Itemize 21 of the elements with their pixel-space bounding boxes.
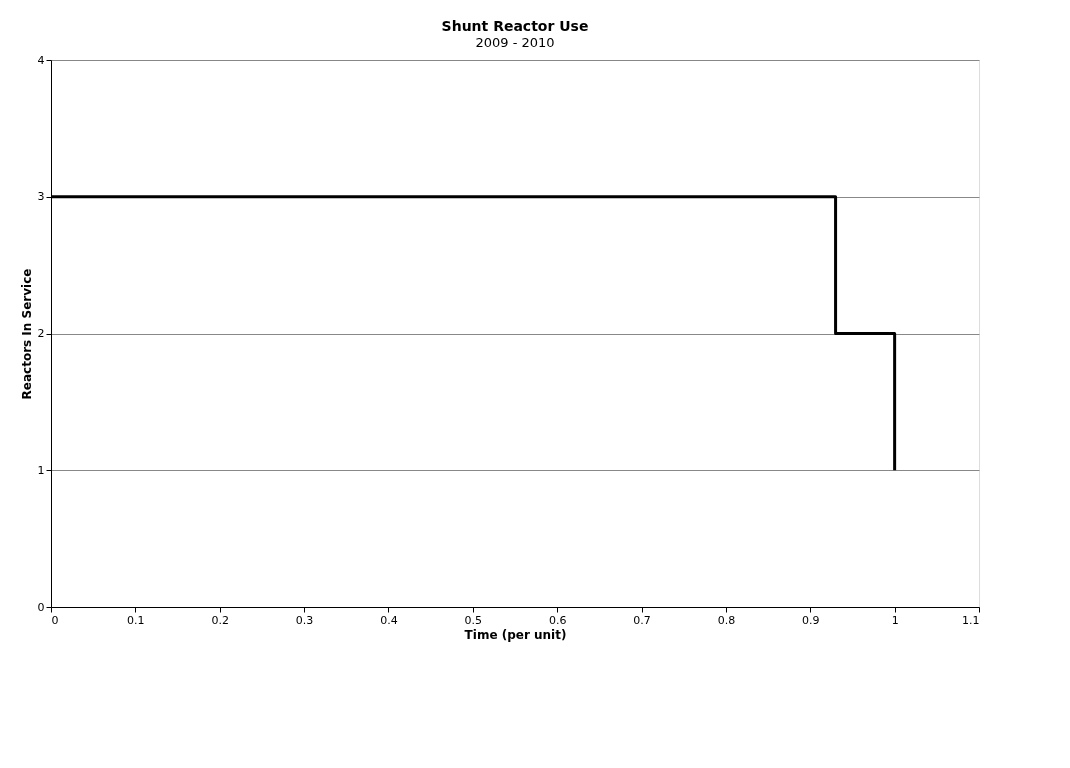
chart-title: Shunt Reactor Use — [441, 18, 589, 34]
x-tick-label: 1 — [891, 613, 899, 627]
y-tick-label: 4 — [37, 53, 45, 67]
y-tick-label: 0 — [37, 600, 45, 614]
x-axis-title: Time (per unit) — [464, 627, 567, 642]
x-tick-label: 1.1 — [962, 613, 980, 627]
y-axis-title: Reactors In Service — [19, 268, 34, 400]
y-tick-label: 2 — [37, 327, 45, 340]
y-tick-label: 1 — [37, 463, 45, 477]
x-tick-label: 0.2 — [211, 613, 229, 627]
x-tick-label: 0.5 — [464, 613, 483, 627]
x-tick-label: 0.6 — [548, 613, 567, 627]
x-tick-label: 0.9 — [802, 613, 820, 627]
x-tick-label: 0.8 — [717, 613, 736, 627]
x-tick-label: 0.4 — [380, 613, 398, 627]
x-tick-label: 0.7 — [633, 613, 651, 627]
x-tick-label: 0 — [51, 613, 59, 627]
y-tick-label: 3 — [37, 190, 45, 204]
x-tick-label: 0.1 — [127, 613, 145, 627]
chart-subtitle: 2009 - 2010 — [475, 35, 555, 50]
x-tick-label: 0.3 — [295, 613, 314, 627]
